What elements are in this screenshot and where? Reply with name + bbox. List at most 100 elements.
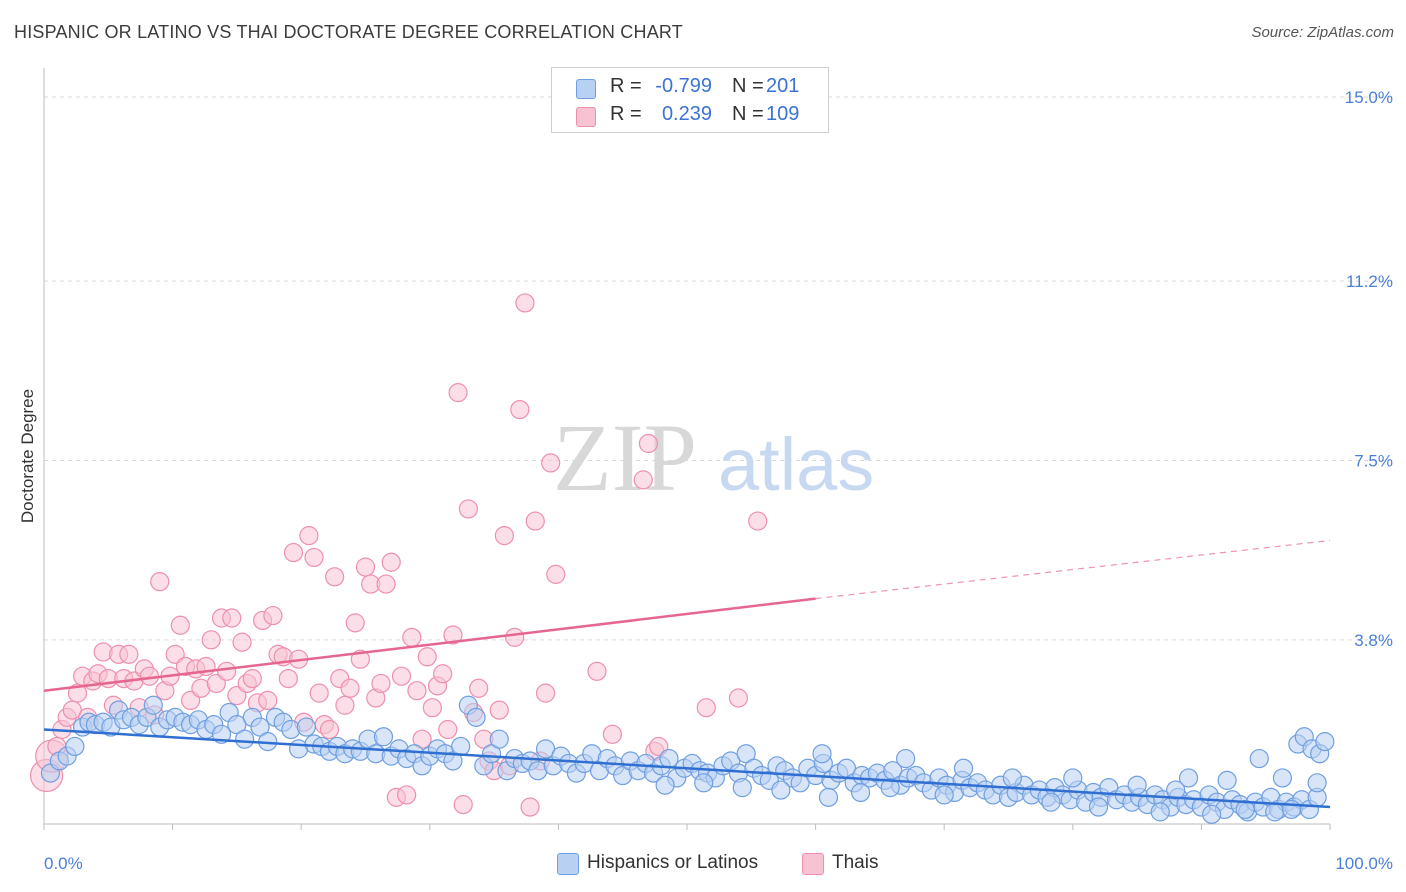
hispanics-point (1265, 802, 1285, 822)
hispanics-point (466, 707, 486, 727)
hispanics-point (1002, 768, 1022, 788)
thais-point (587, 661, 607, 681)
thais-point (728, 688, 749, 708)
hispanics-point (1166, 780, 1186, 800)
hispanics-point (880, 778, 900, 798)
hispanics-point (451, 736, 471, 757)
legend-swatch-blue (576, 79, 596, 99)
legend-r-value: 0.239 (661, 103, 712, 125)
hispanics-point (65, 736, 85, 757)
hispanics-point (1307, 773, 1327, 793)
legend-r-label: R = (610, 103, 642, 125)
thais-point (541, 453, 561, 473)
thais-point (535, 683, 556, 703)
hispanics-point (851, 782, 871, 803)
hispanics-point (1150, 802, 1170, 822)
thais-point (448, 383, 468, 403)
thais-point (510, 399, 530, 420)
hispanics-point (535, 739, 556, 759)
thais-point (335, 695, 355, 715)
hispanics-point (1202, 804, 1222, 824)
gridlines (44, 96, 1390, 641)
thais-point (325, 567, 345, 587)
thais-point (602, 724, 623, 744)
hispanics-trend-line (43, 728, 1331, 809)
legend-n-value: 109 (766, 103, 800, 125)
thais-point (391, 666, 412, 686)
watermark-zip: ZIP (553, 404, 697, 511)
series-hispanics-points (40, 695, 1335, 824)
hispanics-point (1235, 799, 1255, 820)
thais-trend-extension (815, 539, 1331, 600)
legend-row-hispanics: R = -0.799 N = 201 (552, 74, 828, 102)
thais-point (263, 605, 283, 626)
y-axis-label: Doctorate Degree (18, 389, 37, 523)
hispanics-point (732, 778, 752, 798)
thais-point (170, 615, 190, 635)
thais-point (217, 661, 237, 681)
thais-point (407, 681, 427, 701)
thais-point (489, 700, 509, 720)
thais-trend-line (43, 597, 816, 692)
thais-point (309, 683, 329, 703)
series-thais-points (29, 293, 768, 817)
y-tick-label: 11.2% (1346, 272, 1393, 291)
thais-point (283, 542, 304, 563)
watermark-atlas: atlas (718, 423, 874, 506)
hispanics-point (1088, 797, 1109, 817)
thais-point (696, 698, 716, 718)
thais-point (222, 608, 242, 628)
legend-n-label: N = (732, 103, 764, 125)
hispanics-point (489, 729, 509, 749)
thais-point (417, 647, 437, 667)
legend-swatch-blue (557, 853, 579, 875)
legend-n-label: N = (732, 75, 764, 97)
legend-label-hispanics: Hispanics or Latinos (587, 852, 759, 873)
thais-point (638, 433, 659, 454)
hispanics-point (373, 727, 394, 747)
hispanics-point (1315, 732, 1335, 752)
thais-point (494, 526, 514, 546)
thais-point (304, 547, 324, 568)
hispanics-point (1041, 792, 1061, 812)
thais-point (381, 552, 401, 572)
thais-point (201, 630, 221, 650)
thais-point (748, 511, 768, 531)
thais-point (345, 613, 365, 633)
thais-point (150, 572, 170, 592)
correlation-legend: R = -0.799 N = 201 R = 0.239 N = 109 (551, 67, 829, 133)
thais-point (299, 526, 319, 546)
thais-point (453, 795, 473, 815)
thais-point (438, 719, 458, 740)
thais-point (505, 627, 525, 647)
legend-r-value: -0.799 (655, 75, 712, 97)
hispanics-point (1063, 768, 1083, 788)
axes (43, 68, 1331, 830)
hispanics-point (1217, 770, 1237, 790)
hispanics-point (143, 695, 163, 715)
thais-point (458, 499, 478, 519)
hispanics-point (934, 785, 954, 805)
thais-point (119, 644, 139, 664)
legend-label-thais: Thais (832, 852, 879, 873)
thais-point (520, 797, 540, 817)
thais-point (433, 664, 453, 684)
hispanics-point (818, 787, 839, 807)
hispanics-point (1272, 768, 1293, 788)
x-tick-label-min: 0.0% (44, 854, 83, 873)
thais-point (633, 470, 653, 490)
thais-point (355, 557, 376, 577)
thais-point (525, 511, 545, 531)
thais-point (546, 564, 566, 584)
chart-source: Source: ZipAtlas.com (1251, 24, 1394, 41)
thais-point (469, 678, 489, 698)
thais-point (232, 632, 252, 652)
legend-n-value: 201 (766, 75, 800, 97)
thais-point (402, 627, 422, 647)
thais-point (515, 293, 535, 313)
hispanics-point (1178, 768, 1199, 788)
chart-title: HISPANIC OR LATINO VS THAI DOCTORATE DEG… (14, 22, 683, 42)
legend-r-label: R = (610, 75, 642, 97)
thais-point (422, 698, 442, 718)
